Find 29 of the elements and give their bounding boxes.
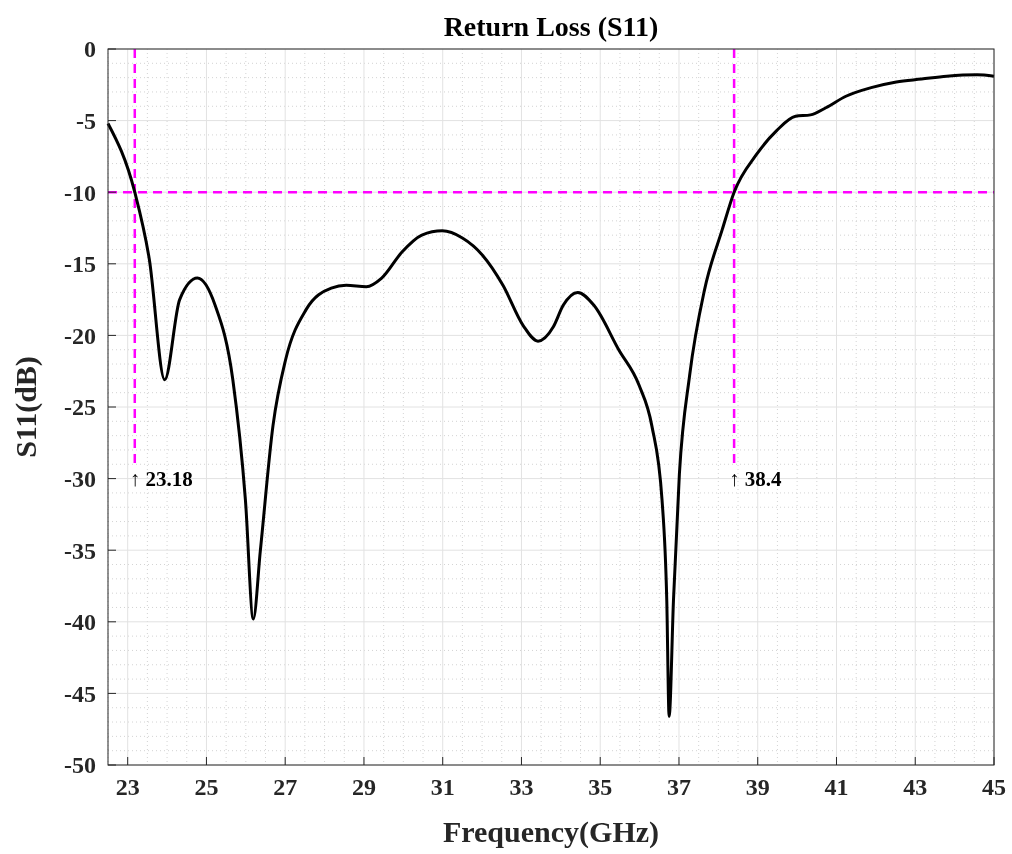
x-tick-label: 37 bbox=[666, 774, 691, 800]
y-tick-label: -10 bbox=[64, 179, 96, 206]
y-tick-label: -45 bbox=[64, 680, 96, 707]
y-axis-title: S11(dB) bbox=[9, 356, 43, 458]
x-tick-label: 25 bbox=[194, 774, 219, 800]
chart-title: Return Loss (S11) bbox=[443, 11, 659, 42]
x-tick-label: 27 bbox=[273, 774, 298, 800]
x-tick-label: 43 bbox=[903, 774, 928, 800]
y-tick-label: -30 bbox=[64, 466, 96, 492]
y-tick-label: -35 bbox=[64, 537, 96, 564]
annotation: ↑ 23.18 bbox=[129, 466, 193, 491]
x-axis-title: Frequency(GHz) bbox=[442, 815, 660, 849]
x-tick-label: 31 bbox=[430, 774, 455, 800]
y-tick-label: -15 bbox=[64, 251, 96, 278]
y-tick-label: 0 bbox=[84, 36, 96, 63]
y-tick-label: -20 bbox=[64, 322, 96, 349]
x-tick-label: 35 bbox=[588, 774, 613, 800]
y-tick-label: -25 bbox=[64, 394, 96, 421]
y-tick-label: -50 bbox=[64, 752, 96, 779]
x-tick-label: 39 bbox=[745, 774, 770, 800]
y-tick-label: -5 bbox=[76, 108, 96, 134]
x-tick-label: 33 bbox=[509, 774, 534, 800]
line-series bbox=[106, 73, 996, 718]
y-tick-label: -40 bbox=[64, 609, 96, 636]
x-tick-label: 23 bbox=[115, 774, 140, 800]
x-tick-label: 41 bbox=[824, 774, 849, 800]
annotation: ↑ 38.4 bbox=[729, 466, 783, 491]
x-tick-label: 45 bbox=[982, 774, 1006, 800]
x-tick-label: 29 bbox=[351, 774, 376, 800]
